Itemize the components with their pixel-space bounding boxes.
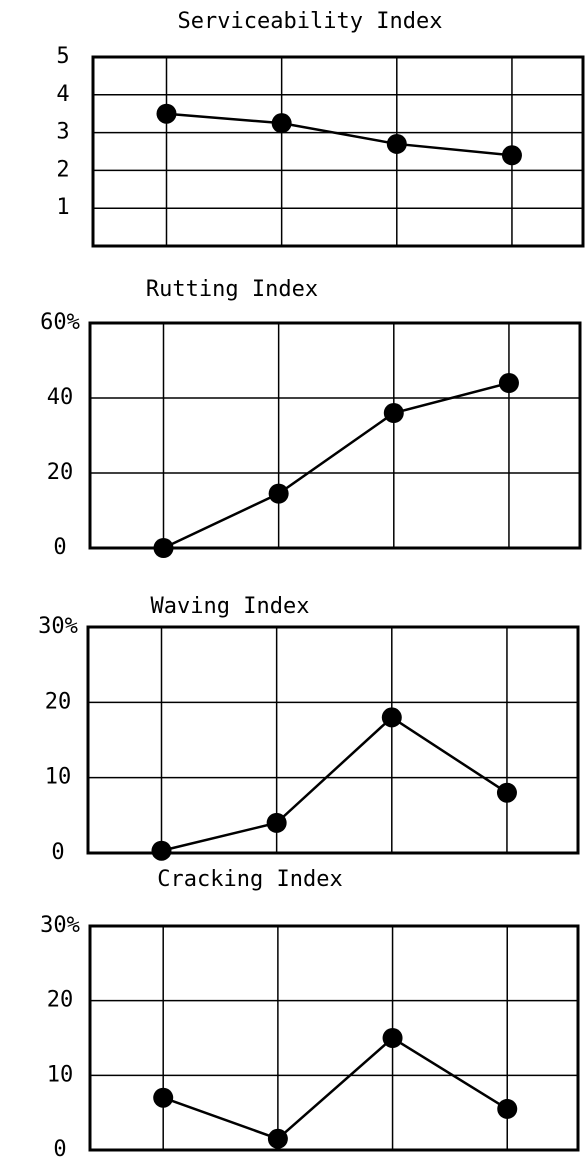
plot-frame (91, 55, 585, 248)
y-tick-label: 30% (38, 614, 78, 639)
data-point (153, 538, 174, 558)
chart-title: Cracking Index (157, 867, 342, 892)
data-point (268, 483, 289, 504)
data-line (166, 112, 513, 157)
data-point (501, 145, 522, 166)
y-tick-label: 5 (56, 44, 69, 69)
y-tick-label: 0 (51, 840, 64, 865)
y-tick-label: 20 (47, 460, 74, 485)
plot-frame (86, 625, 580, 855)
data-point (381, 707, 402, 728)
chart-title: Rutting Index (146, 277, 318, 302)
y-tick-label: 20 (45, 689, 72, 714)
data-point (156, 103, 177, 124)
data-point (153, 1087, 174, 1108)
data-line (162, 381, 510, 550)
data-point (271, 113, 292, 134)
data-point (498, 373, 519, 393)
data-point (497, 1098, 518, 1119)
y-tick-label: 10 (47, 1062, 74, 1087)
chart-title: Serviceability Index (178, 9, 443, 34)
plot-frame (88, 321, 582, 550)
y-tick-label: 40 (47, 385, 74, 410)
data-line (161, 715, 508, 852)
y-tick-label: 60% (40, 310, 80, 335)
y-tick-label: 3 (56, 120, 69, 145)
y-tick-label: 0 (53, 1137, 66, 1162)
y-tick-label: 0 (53, 535, 66, 560)
y-tick-label: 4 (56, 82, 69, 107)
chart-title: Waving Index (151, 594, 310, 619)
y-tick-label: 10 (45, 765, 72, 790)
y-tick-label: 20 (47, 988, 74, 1013)
y-tick-label: 1 (56, 195, 69, 220)
data-point (267, 1128, 288, 1149)
data-point (386, 133, 407, 154)
y-tick-label: 2 (56, 157, 69, 182)
data-point (151, 840, 172, 861)
data-point (383, 403, 404, 423)
plot-frame (88, 924, 580, 1152)
data-point (382, 1028, 403, 1048)
y-tick-label: 30% (40, 913, 80, 938)
data-point (496, 782, 517, 803)
data-point (266, 812, 287, 833)
data-line (162, 1036, 508, 1141)
